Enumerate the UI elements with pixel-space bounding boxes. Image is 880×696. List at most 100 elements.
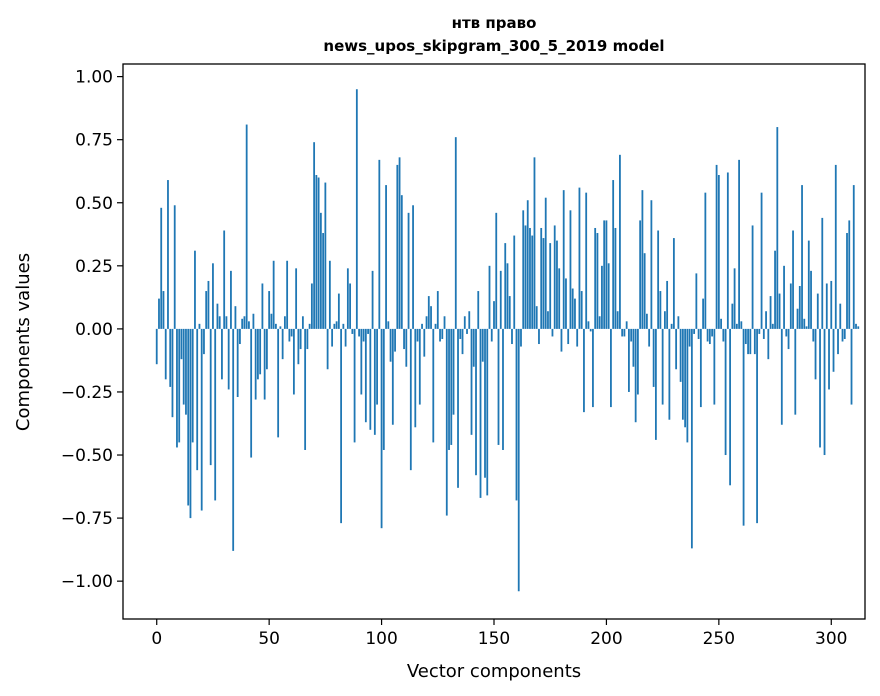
bar [216,303,219,329]
bar [702,298,705,329]
bar [834,164,837,329]
bar [553,225,556,329]
bar [544,197,547,329]
bar [628,328,630,392]
bar [807,240,810,329]
bar [178,328,181,443]
bar [681,328,684,420]
bar [457,328,459,488]
bar [747,328,749,355]
bar [589,328,592,332]
bar [771,323,774,329]
bar [407,212,410,329]
bar [331,328,334,347]
bar [735,323,738,329]
bar [418,328,421,405]
bar [439,328,441,342]
bar [378,159,381,329]
bar [486,328,489,496]
bar [708,328,711,345]
bar [733,268,736,329]
bar [619,154,621,329]
bar [396,164,399,329]
bar [596,233,599,329]
bar [257,328,259,380]
bar [169,328,172,387]
bar [690,328,693,549]
bar [250,328,253,458]
bar [571,288,574,329]
bar [810,270,812,329]
bar [812,328,815,342]
bar [828,328,830,390]
bar [722,328,725,342]
bar [625,321,628,329]
bar [281,328,284,360]
bar [445,328,448,516]
bar [468,311,471,329]
bar [239,328,241,345]
bar [185,328,187,415]
bar [637,328,639,395]
bar [684,328,687,428]
bar [504,243,507,329]
bar [742,328,745,526]
bar [162,291,165,329]
bar [155,328,158,365]
bar [227,328,230,390]
bar [230,270,232,329]
bar [221,328,223,380]
bar [839,303,842,329]
bar [470,328,473,435]
bar [511,328,513,345]
bar [592,328,594,408]
bar [499,270,502,329]
bar [789,283,792,329]
bar [803,318,806,329]
bar [337,293,340,329]
x-tick-label: 200 [590,629,622,649]
bar [364,328,367,423]
bar [367,328,369,334]
bar [382,328,385,450]
y-tick-label: −0.50 [61,446,113,466]
bar [603,220,606,329]
bar [335,321,338,329]
bar [266,328,268,370]
bar [299,328,302,350]
bar [506,263,509,329]
bar [322,233,325,329]
bar [182,328,185,405]
bar [475,328,477,476]
y-tick-label: 0.50 [75,194,113,214]
bar [409,328,412,471]
bar [585,192,588,329]
bar [542,238,545,329]
bar [601,265,603,329]
chart-title-line1: нтв право [452,14,537,32]
bar [481,328,484,362]
bar [158,298,160,329]
bar [556,240,558,329]
x-axis-ticks: 0 50 100 150 200 250 300 [151,619,847,649]
bar [385,185,387,329]
bar [328,260,331,329]
bar [855,323,857,329]
x-tick-label: 0 [151,629,162,649]
bar [414,328,417,428]
bar [529,227,531,329]
bar [756,328,758,524]
bar [189,328,192,519]
x-tick-label: 150 [478,629,510,649]
bar [346,268,349,329]
bar [562,190,565,329]
bar [731,303,734,329]
y-tick-label: −0.75 [61,509,113,529]
bar [774,250,776,329]
bar [391,328,394,425]
bar [659,291,662,329]
bar [607,263,610,329]
bar [677,316,680,329]
bar [461,328,464,355]
bar [263,328,266,400]
